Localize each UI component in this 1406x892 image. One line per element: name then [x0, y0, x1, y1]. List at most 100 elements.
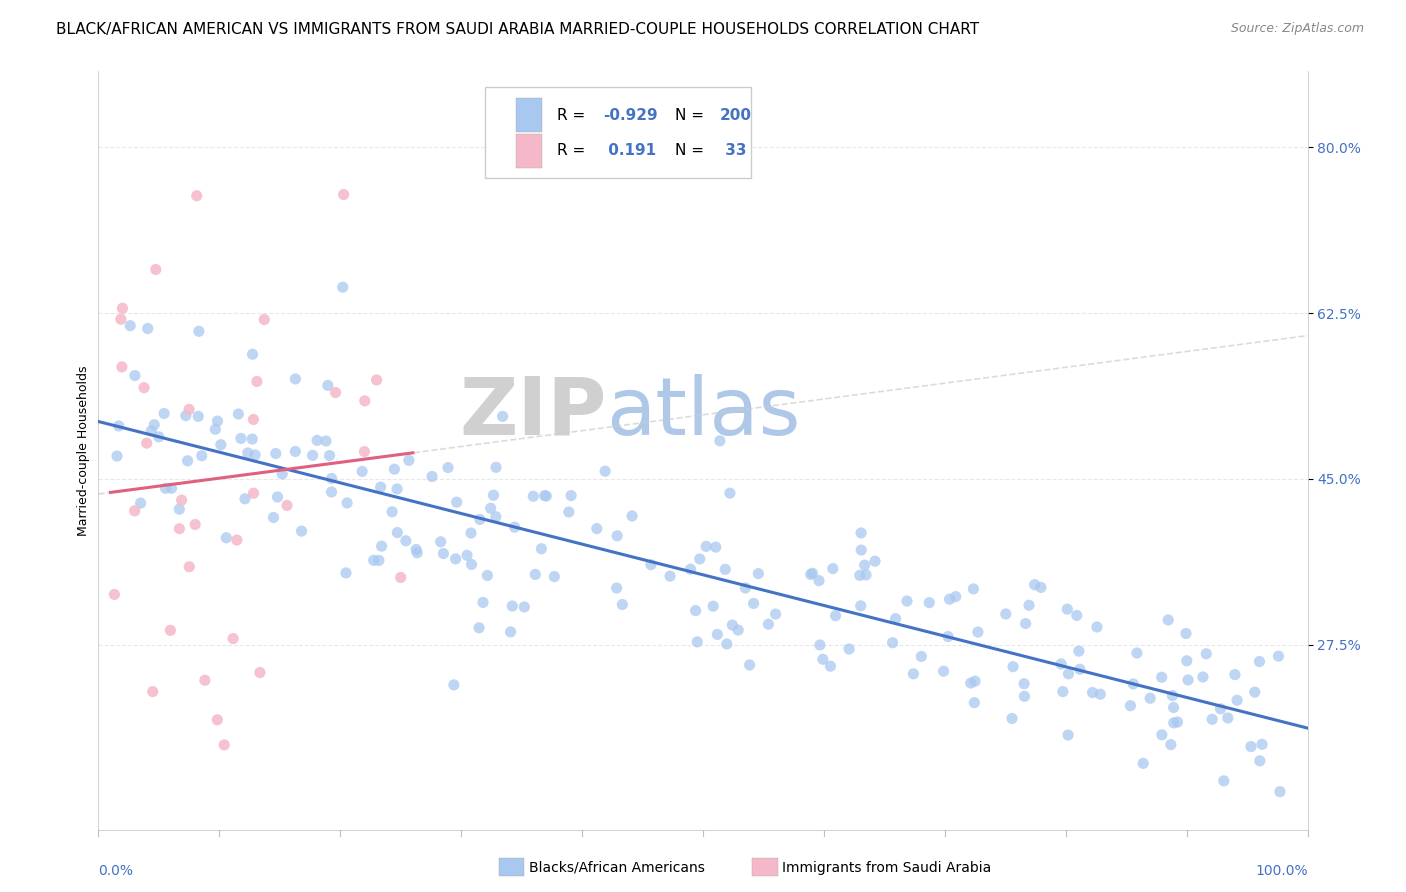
Point [896, 594, 918, 608]
Point [1249, 655, 1271, 669]
Y-axis label: Married-couple Households: Married-couple Households [77, 365, 90, 536]
Point [1024, 577, 1046, 591]
Text: R =: R = [557, 108, 589, 123]
Point [124, 504, 146, 518]
Point [468, 512, 491, 526]
Point [160, 481, 183, 495]
Point [936, 630, 959, 644]
Point [142, 684, 165, 698]
FancyBboxPatch shape [485, 87, 751, 178]
Point [808, 574, 831, 588]
Point [148, 430, 170, 444]
Point [640, 558, 662, 572]
Point [129, 496, 152, 510]
Point [370, 480, 392, 494]
Text: Blacks/African Americans: Blacks/African Americans [529, 861, 704, 875]
Point [1216, 711, 1239, 725]
Point [938, 592, 960, 607]
Point [721, 618, 744, 632]
Point [1081, 685, 1104, 699]
Point [460, 558, 482, 572]
Point [389, 570, 412, 584]
Point [155, 481, 177, 495]
Point [233, 491, 256, 506]
Point [236, 446, 259, 460]
Point [838, 642, 860, 657]
Point [143, 417, 166, 432]
Point [1192, 670, 1215, 684]
Point [135, 436, 157, 450]
Text: 33: 33 [720, 144, 747, 159]
Point [820, 659, 842, 673]
Point [727, 623, 749, 637]
Point [190, 449, 212, 463]
Point [499, 624, 522, 639]
Point [1150, 670, 1173, 684]
Point [606, 529, 628, 543]
Point [855, 567, 877, 582]
Point [800, 567, 823, 582]
Point [1029, 581, 1052, 595]
Point [560, 489, 582, 503]
Point [747, 566, 769, 581]
Point [863, 554, 886, 568]
Point [103, 587, 125, 601]
Text: 0.191: 0.191 [603, 144, 655, 159]
Point [177, 402, 200, 417]
Point [468, 621, 491, 635]
Point [718, 486, 741, 500]
Point [215, 531, 238, 545]
Point [621, 508, 644, 523]
Point [689, 552, 711, 566]
Point [1226, 693, 1249, 707]
Point [243, 448, 266, 462]
Text: atlas: atlas [606, 374, 800, 451]
Point [612, 598, 634, 612]
Point [174, 409, 197, 423]
Point [446, 495, 468, 509]
Point [266, 490, 288, 504]
Point [530, 541, 553, 556]
Point [249, 665, 271, 680]
Point [1157, 613, 1180, 627]
Point [1012, 676, 1035, 690]
Point [1090, 687, 1112, 701]
Point [225, 533, 247, 547]
Point [536, 489, 558, 503]
Point [429, 534, 451, 549]
Point [808, 638, 831, 652]
Point [716, 637, 738, 651]
Point [685, 604, 707, 618]
Point [1212, 773, 1234, 788]
Point [522, 489, 544, 503]
Point [398, 453, 420, 467]
Point [367, 553, 389, 567]
Point [963, 696, 986, 710]
Point [738, 657, 761, 672]
Point [706, 627, 728, 641]
Point [821, 561, 844, 575]
Text: BLACK/AFRICAN AMERICAN VS IMMIGRANTS FROM SAUDI ARABIA MARRIED-COUPLE HOUSEHOLDS: BLACK/AFRICAN AMERICAN VS IMMIGRANTS FRO… [56, 22, 980, 37]
Point [335, 566, 357, 580]
Point [1122, 677, 1144, 691]
Point [222, 632, 245, 646]
Point [242, 486, 264, 500]
Point [1177, 673, 1199, 687]
Point [176, 454, 198, 468]
Point [385, 482, 408, 496]
Point [321, 485, 343, 500]
Point [1251, 737, 1274, 751]
Point [962, 582, 984, 596]
Point [316, 378, 339, 392]
Point [1163, 700, 1185, 714]
Point [1014, 690, 1036, 704]
Point [353, 393, 375, 408]
Point [209, 438, 232, 452]
Point [849, 568, 872, 582]
Point [742, 597, 765, 611]
Point [145, 262, 167, 277]
Point [315, 434, 337, 448]
Point [169, 522, 191, 536]
Point [229, 432, 252, 446]
Point [246, 375, 269, 389]
